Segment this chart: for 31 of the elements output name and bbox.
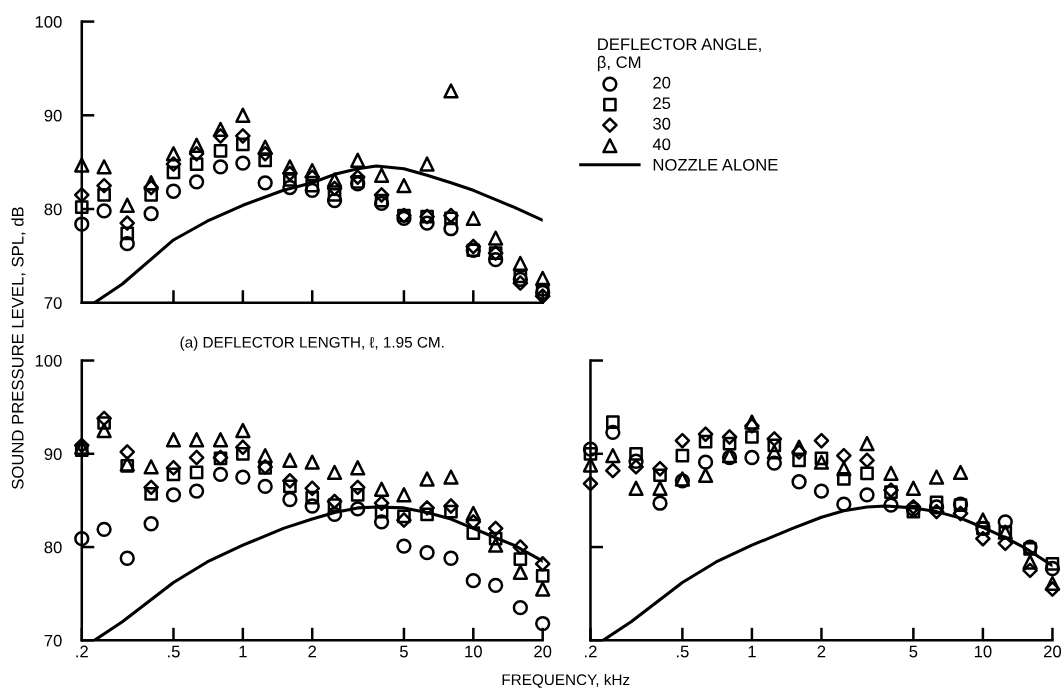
x-tick-label: 2: [308, 645, 317, 658]
text: (a) DEFLECTOR LENGTH, ℓ, 1.95 CM.: [180, 336, 444, 351]
y-tick-label: 100: [35, 354, 62, 367]
x-tick-label: 2: [817, 645, 826, 658]
x-tick-label: 5: [399, 645, 408, 658]
x-tick-label: .2: [76, 645, 88, 658]
legend-label: 30: [653, 117, 671, 130]
legend-label: 40: [652, 138, 671, 151]
x-tick-label: 1: [748, 645, 756, 658]
y-tick-label: 70: [44, 634, 62, 647]
x-tick-label: 20: [534, 645, 552, 658]
x-tick-label: .5: [676, 645, 689, 658]
y-tick-label: 90: [44, 448, 62, 460]
x-tick-label: 5: [909, 645, 918, 658]
x-tick-label: 20: [1044, 645, 1062, 658]
y-tick-label: 80: [44, 203, 62, 216]
legend-label: 25: [653, 97, 671, 110]
x-tick-label: 10: [465, 645, 482, 658]
legend-label: 20: [653, 76, 671, 89]
y-axis-title: SOUND PRESSURE LEVEL, SPL, dB: [11, 207, 26, 489]
x-tick-label: 10: [974, 645, 992, 658]
x-axis-title: FREQUENCY, kHz: [502, 673, 630, 688]
x-tick-label: .2: [585, 645, 597, 658]
x-tick-label: 1: [239, 645, 247, 658]
y-tick-label: 70: [44, 297, 62, 309]
legend-title: DEFLECTOR ANGLE, β, CM: [597, 38, 761, 72]
y-tick-label: 100: [35, 15, 62, 28]
y-tick-label: 80: [44, 541, 62, 554]
y-tick-label: 90: [44, 109, 62, 122]
legend-label: NOZZLE ALONE: [653, 158, 778, 171]
x-tick-label: .5: [168, 645, 180, 658]
